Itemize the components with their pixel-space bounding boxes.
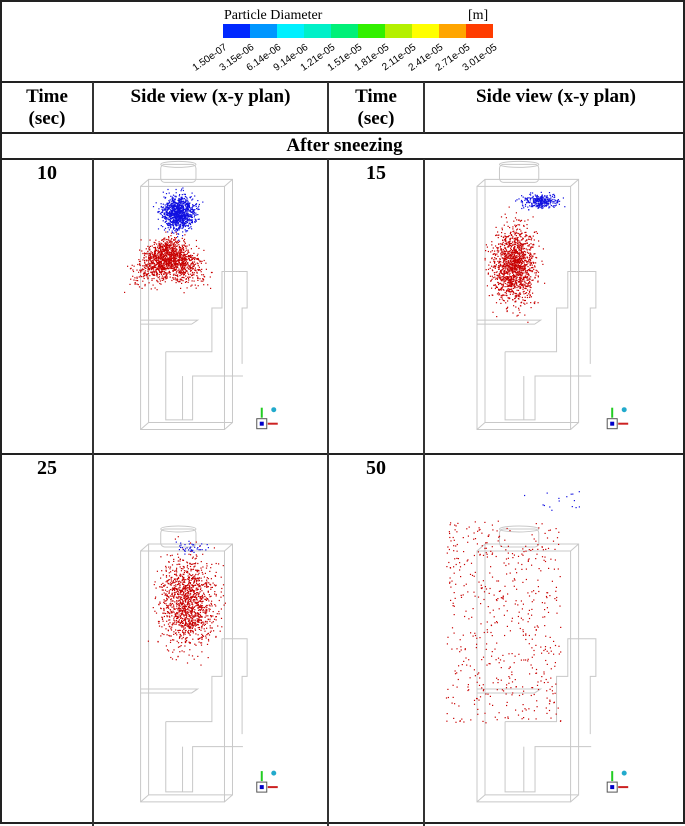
divider <box>327 159 329 826</box>
axis-triad-icon <box>607 771 628 793</box>
color-bar <box>223 24 493 38</box>
color-swatch <box>304 24 331 38</box>
color-swatch <box>331 24 358 38</box>
legend-title: Particle Diameter <box>224 8 322 24</box>
time-value: 10 <box>2 162 92 185</box>
header-time-1: Time (sec) <box>2 86 92 130</box>
simulation-view <box>425 455 685 824</box>
header-text: Time <box>2 86 92 108</box>
axis-triad-icon <box>257 407 278 429</box>
axis-triad-icon <box>257 771 278 793</box>
divider <box>2 81 685 83</box>
color-swatch <box>439 24 466 38</box>
header-text: (sec) <box>2 108 92 130</box>
header-side-view-1: Side view (x-y plan) <box>94 86 327 108</box>
simulation-view <box>94 160 327 453</box>
time-value: 50 <box>329 457 423 480</box>
time-value: 25 <box>2 457 92 480</box>
simulation-view <box>425 160 685 453</box>
color-swatch <box>277 24 304 38</box>
color-swatch <box>412 24 439 38</box>
color-swatch <box>358 24 385 38</box>
legend-unit: [m] <box>468 8 488 24</box>
time-value: 15 <box>329 162 423 185</box>
header-side-view-2: Side view (x-y plan) <box>425 86 685 108</box>
color-swatch <box>466 24 493 38</box>
simulation-view <box>94 455 327 824</box>
header-text: (sec) <box>329 108 423 130</box>
color-swatch <box>385 24 412 38</box>
axis-triad-icon <box>607 407 628 429</box>
divider <box>2 132 685 134</box>
header-text: Time <box>329 86 423 108</box>
color-swatch <box>250 24 277 38</box>
color-swatch <box>223 24 250 38</box>
header-time-2: Time (sec) <box>329 86 423 130</box>
section-header: After sneezing <box>2 135 685 157</box>
